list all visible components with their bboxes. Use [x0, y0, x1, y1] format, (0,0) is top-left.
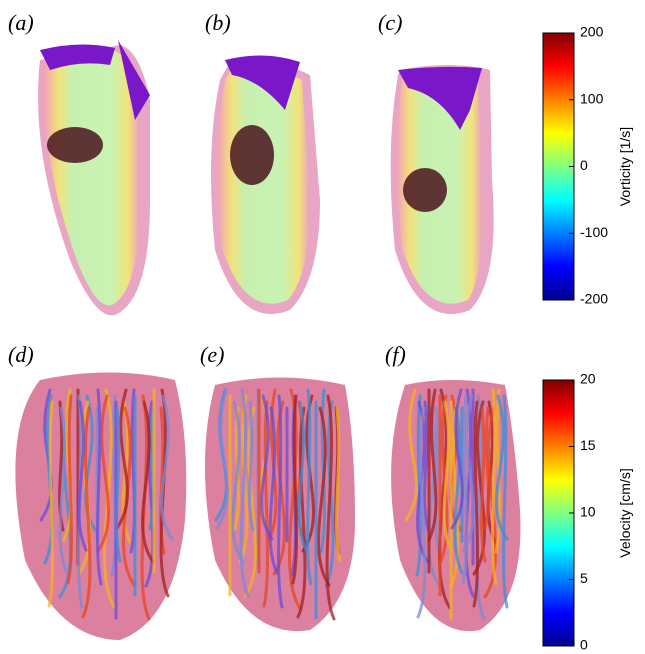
panel-label: (b) [205, 10, 231, 35]
vortex-ring [403, 168, 447, 212]
velocity-panels [15, 373, 520, 641]
colorbars: -200 -100 0 100 200 Vorticity [1/s] 0 5 10 15 20 Ve… [543, 24, 633, 653]
panel-label: (f) [385, 342, 406, 367]
panel-label: (a) [8, 10, 34, 35]
panel-label: (c) [378, 10, 402, 35]
vorticity-panels [38, 40, 494, 315]
tick-label: 0 [580, 157, 588, 173]
tick-label: -200 [580, 291, 608, 307]
tick-label: 10 [580, 504, 596, 520]
tick-label: 20 [580, 371, 596, 387]
panel-label: (d) [8, 342, 34, 367]
vortex-ring [230, 125, 274, 185]
figure: (a)(b)(c)(d)(e)(f) -200-1000100200Vortic… [0, 0, 645, 654]
tick-label: 15 [580, 437, 596, 453]
colorbar-label: Vorticity [1/s] [617, 127, 633, 206]
panel-label: (e) [200, 342, 224, 367]
vortex-ring [47, 127, 103, 163]
colorbar-label: Velocity [cm/s] [617, 468, 633, 557]
tick-label: -100 [580, 224, 608, 240]
tick-label: 200 [580, 24, 604, 40]
tick-label: 5 [580, 570, 588, 586]
ventricle-slice [218, 67, 310, 304]
ventricle-slice [44, 50, 140, 305]
tick-label: 0 [580, 637, 588, 653]
tick-label: 100 [580, 90, 604, 106]
